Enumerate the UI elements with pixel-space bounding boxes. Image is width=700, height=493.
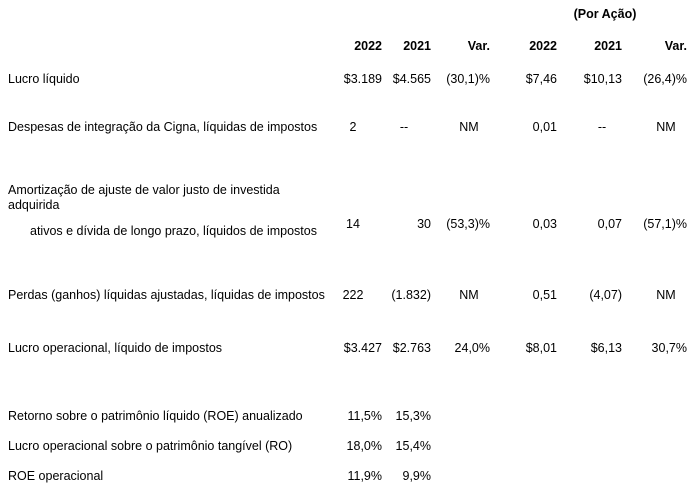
ratio-value: 15,3%	[395, 409, 431, 423]
cell-value: 0,51	[532, 288, 557, 302]
ratio-value: 11,5%	[347, 409, 382, 423]
ratio-label: Retorno sobre o patrimônio líquido (ROE)…	[8, 409, 303, 423]
cell-value: (4,07)	[589, 288, 622, 302]
cell-value: $10,13	[583, 72, 622, 86]
cell-value: 0,01	[532, 120, 557, 134]
cell-value: $2.763	[392, 341, 431, 355]
per-share-header: (Por Ação)	[573, 7, 637, 21]
col-header-var: Var.	[467, 39, 490, 53]
cell-value: 14	[346, 217, 360, 231]
cell-value: $8,01	[525, 341, 557, 355]
ratio-value: 18,0%	[346, 439, 382, 453]
cell-value: 24,0%	[454, 341, 490, 355]
row-label: Despesas de integração da Cigna, líquida…	[8, 120, 318, 134]
cell-value: (1.832)	[391, 288, 431, 302]
cell-value: 222	[342, 288, 364, 302]
cell-value: 0,07	[597, 217, 622, 231]
cell-value: $7,46	[525, 72, 557, 86]
cell-value: 0,03	[532, 217, 557, 231]
cell-value: NM	[459, 120, 479, 134]
cell-value: --	[597, 120, 607, 134]
cell-value: --	[399, 120, 409, 134]
col-header-ps-var: Var.	[664, 39, 687, 53]
col-header-2021: 2021	[403, 39, 431, 53]
ratio-value: 11,9%	[347, 469, 382, 483]
cell-value: (30,1)%	[446, 72, 490, 86]
ratio-label: ROE operacional	[8, 469, 104, 483]
cell-value: 2	[349, 120, 357, 134]
row-label-wrap: adquirida	[8, 198, 60, 212]
row-label: Perdas (ganhos) líquidas ajustadas, líqu…	[8, 288, 325, 302]
cell-value: $3.427	[343, 341, 382, 355]
row-label: Lucro líquido	[8, 72, 80, 86]
cell-value: NM	[656, 120, 676, 134]
ratio-value: 15,4%	[395, 439, 431, 453]
row-label: Amortização de ajuste de valor justo de …	[8, 183, 280, 197]
col-header-ps-2022: 2022	[529, 39, 557, 53]
cell-value: NM	[656, 288, 676, 302]
cell-value: $6,13	[590, 341, 622, 355]
cell-value: (53,3)%	[446, 217, 490, 231]
ratio-value: 9,9%	[402, 469, 432, 483]
row-label-continued: ativos e dívida de longo prazo, líquidos…	[30, 224, 317, 238]
row-label: Lucro operacional, líquido de impostos	[8, 341, 223, 355]
ratio-label: Lucro operacional sobre o patrimônio tan…	[8, 439, 293, 453]
col-header-ps-2021: 2021	[594, 39, 622, 53]
cell-value: (26,4)%	[643, 72, 687, 86]
cell-value: NM	[459, 288, 479, 302]
cell-value: (57,1)%	[643, 217, 687, 231]
cell-value: 30,7%	[651, 341, 687, 355]
cell-value: $4.565	[392, 72, 431, 86]
cell-value: 30	[417, 217, 431, 231]
col-header-2022: 2022	[354, 39, 382, 53]
cell-value: $3.189	[343, 72, 382, 86]
